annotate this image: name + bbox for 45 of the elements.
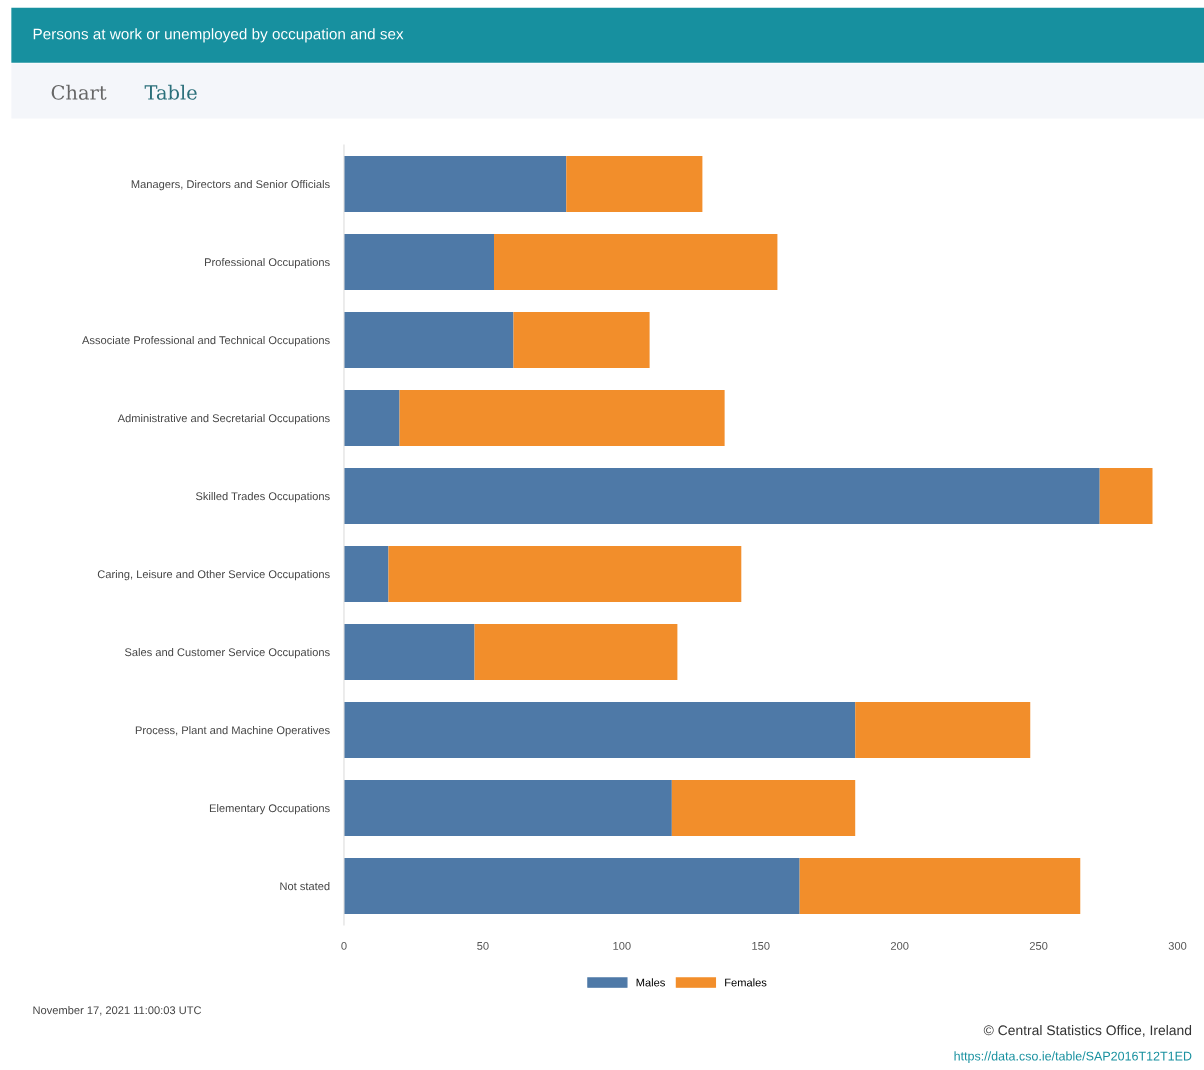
y-tick-label: Administrative and Secretarial Occupations bbox=[117, 413, 330, 425]
y-tick-label: Elementary Occupations bbox=[209, 803, 330, 815]
bar bbox=[343, 389, 400, 447]
bar bbox=[474, 623, 678, 681]
legend-label: Females bbox=[725, 978, 767, 987]
bar bbox=[343, 233, 495, 291]
y-tick-label: Managers, Directors and Senior Officials bbox=[131, 179, 330, 191]
bar bbox=[513, 311, 650, 369]
bar bbox=[799, 857, 1081, 915]
bar bbox=[671, 779, 856, 837]
x-tick-label: 200 bbox=[890, 941, 909, 950]
text: Chart bbox=[51, 84, 107, 100]
bar bbox=[343, 857, 800, 915]
text: https://data.cso.ie/table/SAP2016T12T1ED bbox=[954, 1051, 1192, 1063]
bar bbox=[855, 701, 1031, 759]
bar bbox=[343, 779, 672, 837]
bar bbox=[343, 467, 1100, 525]
x-tick-label: 250 bbox=[1029, 941, 1048, 950]
y-tick-label: Sales and Customer Service Occupations bbox=[124, 647, 330, 659]
text: © Central Statistics Office, Ireland bbox=[983, 1025, 1192, 1037]
bar bbox=[343, 311, 514, 369]
bar bbox=[1099, 467, 1153, 525]
bar bbox=[343, 623, 475, 681]
y-tick-label: Not stated bbox=[280, 881, 330, 891]
text: November 17, 2021 11:00:03 UTC bbox=[33, 1005, 202, 1016]
x-tick-label: 300 bbox=[1168, 941, 1187, 950]
text: Table bbox=[144, 84, 197, 100]
x-tick-label: 0 bbox=[341, 941, 347, 950]
x-tick-label: 150 bbox=[752, 941, 770, 950]
bar bbox=[399, 389, 725, 447]
y-tick-label: Professional Occupations bbox=[205, 257, 330, 269]
y-tick-label: Caring, Leisure and Other Service Occupations bbox=[97, 569, 330, 581]
bar bbox=[343, 545, 389, 603]
y-tick-label: Associate Professional and Technical Occupations bbox=[82, 335, 330, 347]
x-tick-label: 50 bbox=[477, 941, 489, 950]
bar bbox=[343, 701, 856, 759]
y-tick-label: Skilled Trades Occupations bbox=[195, 491, 330, 503]
legend-label: Males bbox=[636, 978, 665, 987]
bar bbox=[494, 233, 778, 291]
bar bbox=[566, 155, 703, 213]
x-tick-label: 100 bbox=[613, 941, 631, 950]
bar bbox=[343, 155, 567, 213]
y-tick-label: Process, Plant and Machine Operatives bbox=[135, 725, 330, 737]
bar bbox=[388, 545, 742, 603]
text: Persons at work or unemployed by occupation and sex bbox=[33, 28, 404, 43]
